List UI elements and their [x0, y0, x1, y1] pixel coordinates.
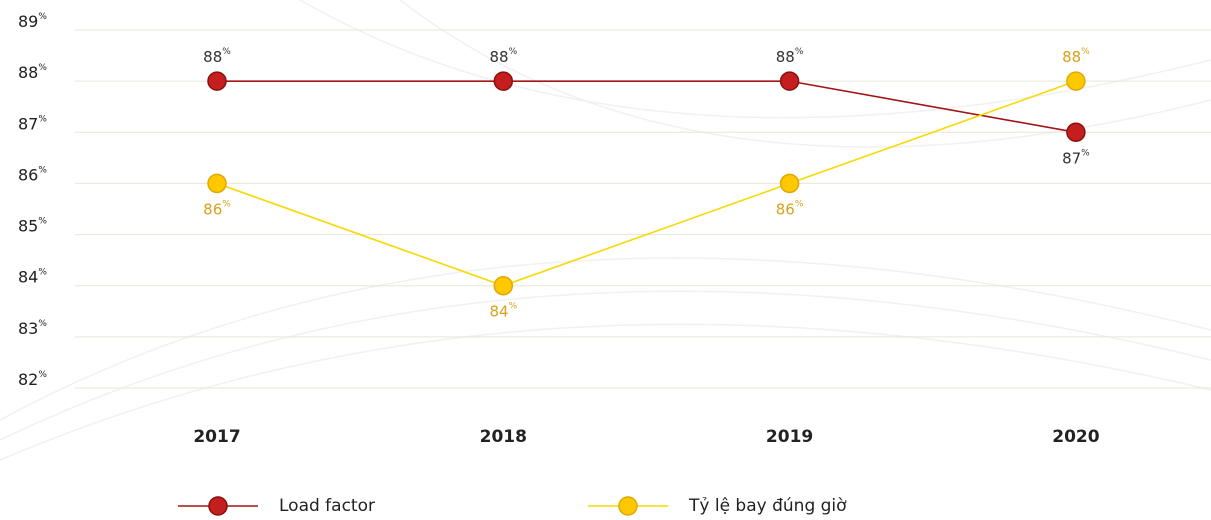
- x-tick-label: 2020: [1052, 427, 1099, 447]
- y-tick-label: 88%: [18, 63, 47, 82]
- legend-label: Tỷ lệ bay đúng giờ: [688, 496, 847, 516]
- point: [1066, 71, 1086, 91]
- y-tick-label: 84%: [18, 267, 47, 286]
- point: [493, 275, 514, 296]
- point: [207, 71, 227, 91]
- series-line: [216, 80, 1077, 287]
- point: [493, 71, 514, 91]
- point: [1066, 122, 1086, 143]
- point: [207, 173, 227, 194]
- y-tick-label: 86%: [18, 165, 47, 184]
- x-tick-label: 2018: [480, 427, 527, 447]
- y-tick-label: 82%: [18, 370, 47, 389]
- background-arcs: [0, 0, 1211, 461]
- y-tick-label: 85%: [18, 216, 47, 235]
- data-label: 86%: [203, 199, 231, 218]
- data-label: 88%: [1062, 47, 1090, 66]
- y-tick-label: 89%: [18, 12, 47, 31]
- point: [779, 173, 800, 194]
- legend-label: Load factor: [279, 496, 375, 516]
- legend-marker: [618, 496, 638, 516]
- x-tick-label: 2019: [766, 427, 813, 447]
- legend-marker: [208, 496, 228, 516]
- data-label: 84%: [489, 301, 517, 320]
- x-tick-label: 2017: [193, 427, 240, 447]
- point: [779, 71, 800, 91]
- data-label: 87%: [1062, 148, 1090, 167]
- y-tick-label: 83%: [18, 318, 47, 337]
- data-label: 88%: [203, 47, 231, 66]
- data-label: 86%: [776, 199, 804, 218]
- series-line: [217, 80, 1077, 134]
- data-label: 88%: [489, 47, 517, 66]
- y-tick-label: 87%: [18, 114, 47, 133]
- data-label: 88%: [776, 47, 804, 66]
